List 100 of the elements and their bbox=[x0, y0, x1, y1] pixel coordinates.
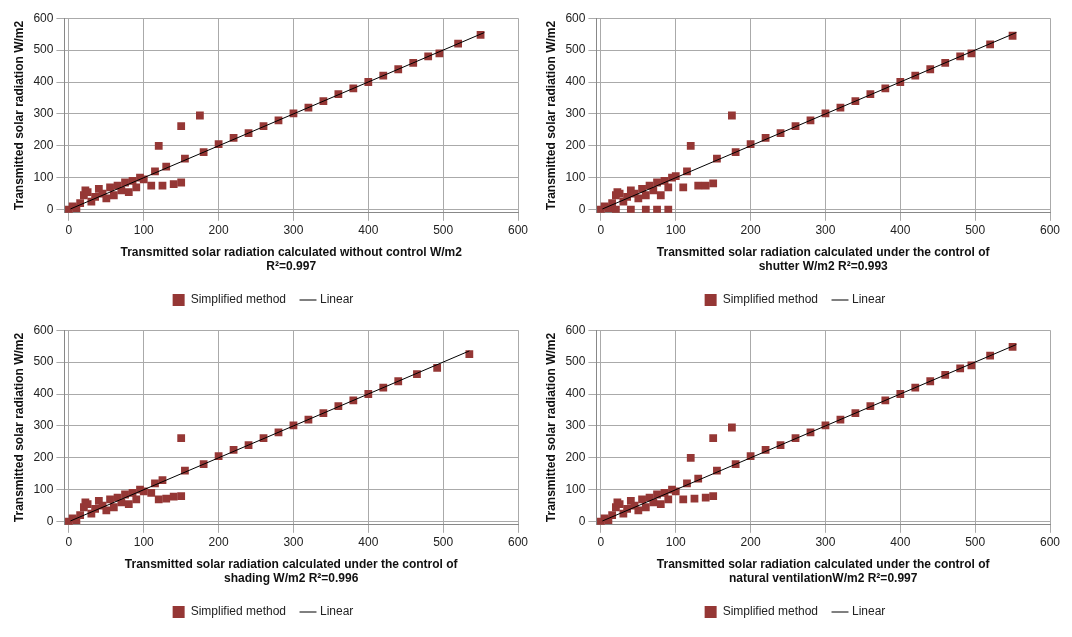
x-tick-label: 300 bbox=[815, 535, 836, 550]
y-tick-label: 600 bbox=[565, 10, 586, 25]
point bbox=[177, 122, 186, 130]
y-tick-label: 300 bbox=[565, 418, 586, 433]
x-tick-label: 600 bbox=[507, 535, 529, 550]
x-axis-title: Transmitted solar radiation calculated under the control of natural ventilationW/m2 R²=0.997 bbox=[656, 556, 991, 586]
y-tick-label: 100 bbox=[565, 170, 586, 185]
point bbox=[664, 183, 673, 192]
legend-label: Simplified method bbox=[722, 292, 819, 307]
point bbox=[641, 503, 650, 512]
y-axis-title: Transmitted solar radiation W/m2 bbox=[543, 332, 558, 523]
point bbox=[709, 434, 718, 442]
x-axis-title: Transmitted solar radiation calculated under the control of shading W/m2 R²=0.996 bbox=[124, 556, 459, 586]
x-tick-label: 0 bbox=[65, 223, 73, 238]
point bbox=[709, 492, 718, 500]
point bbox=[634, 194, 643, 203]
y-tick-label: 500 bbox=[565, 42, 586, 57]
point bbox=[728, 423, 736, 432]
x-tick-label: 500 bbox=[965, 223, 986, 238]
point bbox=[132, 183, 141, 192]
point bbox=[109, 503, 118, 512]
x-tick-label: 0 bbox=[597, 223, 605, 238]
x-tick-label: 500 bbox=[433, 535, 454, 550]
x-tick-label: 600 bbox=[1039, 223, 1061, 238]
x-tick-label: 100 bbox=[133, 223, 155, 238]
x-tick-label: 200 bbox=[740, 223, 761, 238]
y-tick-label: 500 bbox=[33, 354, 54, 369]
point bbox=[679, 183, 688, 192]
y-tick-label: 600 bbox=[33, 10, 54, 25]
x-tick-label: 500 bbox=[433, 223, 454, 238]
point bbox=[728, 111, 736, 120]
point bbox=[686, 453, 695, 462]
point bbox=[634, 506, 643, 515]
y-tick-label: 200 bbox=[33, 450, 54, 465]
x-tick-label: 100 bbox=[665, 223, 687, 238]
legend-label: Simplified method bbox=[190, 604, 287, 619]
point bbox=[158, 181, 167, 190]
x-axis-title: Transmitted solar radiation calculated without control W/m2 R²=0.997 bbox=[120, 244, 463, 274]
point bbox=[177, 492, 186, 500]
point bbox=[147, 181, 156, 190]
y-tick-label: 100 bbox=[565, 482, 586, 497]
point bbox=[154, 141, 163, 150]
point bbox=[102, 506, 111, 515]
x-tick-label: 100 bbox=[665, 535, 687, 550]
y-tick-label: 300 bbox=[33, 106, 54, 121]
point bbox=[177, 178, 186, 187]
point bbox=[664, 495, 673, 504]
x-tick-label: 0 bbox=[597, 535, 605, 550]
y-tick-label: 400 bbox=[565, 386, 586, 401]
y-tick-label: 200 bbox=[565, 138, 586, 153]
y-tick-label: 200 bbox=[33, 138, 54, 153]
y-tick-label: 300 bbox=[33, 418, 54, 433]
point bbox=[679, 495, 688, 504]
point bbox=[690, 494, 699, 503]
point bbox=[147, 489, 156, 497]
x-tick-label: 600 bbox=[507, 223, 529, 238]
x-tick-label: 200 bbox=[740, 535, 761, 550]
y-tick-label: 400 bbox=[565, 74, 586, 89]
legend-label: Linear bbox=[320, 604, 354, 619]
legend-label: Linear bbox=[852, 604, 886, 619]
x-tick-label: 300 bbox=[283, 223, 304, 238]
legend-label: Simplified method bbox=[722, 604, 819, 619]
point bbox=[169, 180, 178, 188]
point bbox=[701, 493, 710, 502]
point bbox=[124, 500, 133, 508]
y-axis-title: Transmitted solar radiation W/m2 bbox=[11, 332, 26, 523]
point bbox=[465, 350, 474, 359]
x-tick-label: 600 bbox=[1039, 535, 1061, 550]
y-axis-title: Transmitted solar radiation W/m2 bbox=[543, 20, 558, 211]
x-tick-label: 100 bbox=[133, 535, 155, 550]
x-tick-label: 0 bbox=[65, 535, 73, 550]
y-tick-label: 100 bbox=[33, 170, 54, 185]
x-axis-title: Transmitted solar radiation calculated under the control of shutter W/m2 R²=0.993 bbox=[656, 244, 991, 274]
x-tick-label: 500 bbox=[965, 535, 986, 550]
point bbox=[109, 191, 118, 200]
y-tick-label: 200 bbox=[565, 450, 586, 465]
x-tick-label: 400 bbox=[890, 223, 911, 238]
point bbox=[196, 111, 204, 120]
point bbox=[686, 141, 695, 150]
y-tick-label: 400 bbox=[33, 386, 54, 401]
y-tick-label: 0 bbox=[46, 201, 54, 216]
y-tick-label: 0 bbox=[578, 513, 586, 528]
point bbox=[169, 492, 178, 501]
x-tick-label: 400 bbox=[358, 223, 379, 238]
x-tick-label: 300 bbox=[815, 223, 836, 238]
y-axis-title: Transmitted solar radiation W/m2 bbox=[11, 20, 26, 211]
point bbox=[701, 181, 710, 190]
legend-label: Simplified method bbox=[190, 292, 287, 307]
point bbox=[177, 434, 186, 442]
point bbox=[694, 181, 703, 190]
y-tick-label: 600 bbox=[565, 322, 586, 337]
y-tick-label: 600 bbox=[33, 322, 54, 337]
point bbox=[124, 188, 133, 196]
point bbox=[102, 194, 111, 203]
y-tick-label: 100 bbox=[33, 482, 54, 497]
point bbox=[656, 500, 665, 508]
point bbox=[709, 179, 718, 188]
point bbox=[656, 191, 665, 200]
point bbox=[638, 495, 646, 504]
x-tick-label: 200 bbox=[208, 535, 229, 550]
